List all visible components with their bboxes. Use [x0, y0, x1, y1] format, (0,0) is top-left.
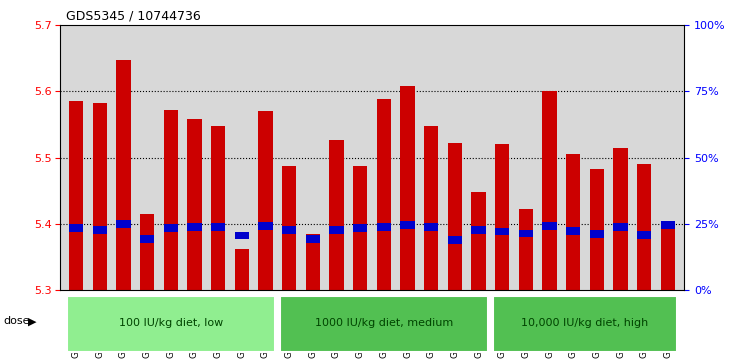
Text: 1000 IU/kg diet, medium: 1000 IU/kg diet, medium [315, 318, 453, 328]
Bar [519, 209, 533, 290]
Text: 10,000 IU/kg diet, high: 10,000 IU/kg diet, high [522, 318, 649, 328]
Bar [376, 223, 391, 231]
Bar [164, 224, 178, 232]
Bar [116, 220, 130, 228]
Bar [140, 235, 154, 243]
Bar [258, 111, 272, 290]
Bar [234, 249, 249, 290]
Text: 100 IU/kg diet, low: 100 IU/kg diet, low [118, 318, 223, 328]
Bar [330, 140, 344, 290]
Bar [400, 86, 414, 290]
Bar [472, 192, 486, 290]
Bar [306, 236, 320, 244]
Bar [566, 227, 580, 235]
Bar [495, 144, 510, 290]
Bar [400, 221, 414, 229]
Text: GDS5345 / 10744736: GDS5345 / 10744736 [65, 10, 201, 23]
Bar [164, 110, 178, 290]
Bar [542, 91, 557, 290]
Bar [637, 164, 651, 290]
Bar [448, 143, 462, 290]
Bar [614, 148, 628, 290]
Bar [590, 170, 604, 290]
Bar [566, 154, 580, 290]
Bar [93, 225, 107, 233]
Bar [661, 221, 675, 229]
Text: dose: dose [4, 316, 31, 326]
Bar [187, 223, 202, 231]
Bar [495, 228, 510, 236]
Bar [542, 222, 557, 229]
Bar [282, 166, 296, 290]
Bar [306, 233, 320, 290]
Bar [519, 229, 533, 237]
Bar [69, 224, 83, 232]
Bar [472, 226, 486, 234]
Bar [376, 99, 391, 290]
Bar [93, 103, 107, 290]
Bar [187, 119, 202, 290]
Bar [590, 230, 604, 238]
Bar [282, 226, 296, 234]
Bar [258, 222, 272, 229]
Bar [661, 227, 675, 290]
Bar [424, 223, 438, 231]
FancyBboxPatch shape [493, 296, 677, 352]
Bar [637, 231, 651, 239]
Bar [211, 126, 225, 290]
Bar [234, 232, 249, 240]
Bar [424, 126, 438, 290]
FancyBboxPatch shape [280, 296, 488, 352]
Bar [353, 166, 368, 290]
Bar [448, 236, 462, 244]
Bar [614, 223, 628, 231]
Bar [69, 101, 83, 290]
Bar [211, 223, 225, 231]
FancyBboxPatch shape [67, 296, 275, 352]
Bar [330, 226, 344, 234]
Text: ▶: ▶ [28, 316, 36, 326]
Bar [140, 214, 154, 290]
Bar [116, 60, 130, 290]
Bar [353, 224, 368, 232]
